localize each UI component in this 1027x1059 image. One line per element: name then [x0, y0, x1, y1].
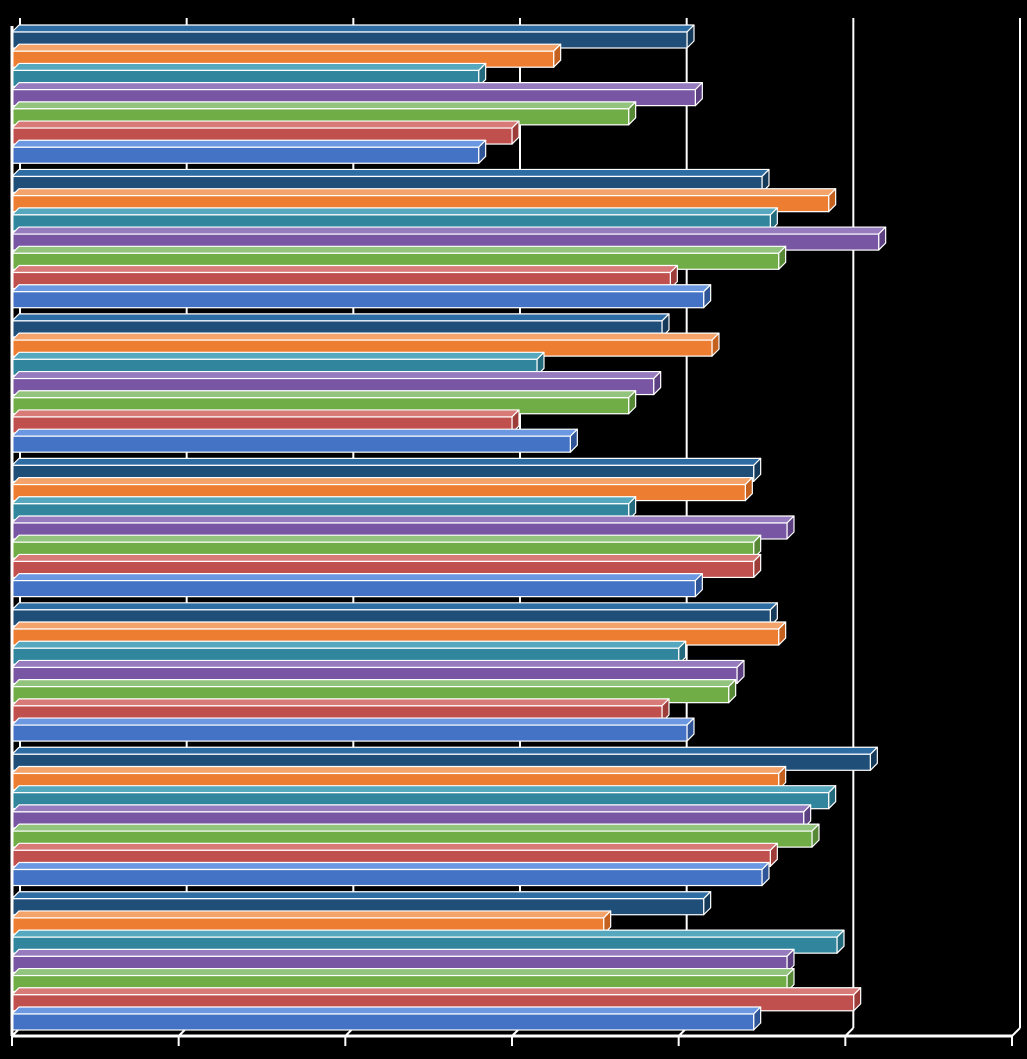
bar-top-face: [12, 554, 761, 561]
bar-top-face: [12, 535, 761, 542]
bar-top-face: [12, 314, 669, 321]
bar-top-face: [12, 25, 694, 32]
bar-top-face: [12, 246, 786, 253]
bar-top-face: [12, 969, 794, 976]
bar: [12, 436, 570, 452]
bar-top-face: [12, 699, 669, 706]
bar-group: [12, 747, 877, 885]
bar-top-face: [12, 718, 694, 725]
bar-top-face: [12, 121, 519, 128]
bar: [12, 1014, 754, 1030]
bar-top-face: [12, 949, 794, 956]
bar-top-face: [12, 680, 736, 687]
bar-group: [12, 458, 794, 596]
bar: [12, 581, 695, 597]
bar-top-face: [12, 63, 486, 70]
bar: [12, 147, 479, 163]
bar-top-face: [12, 285, 711, 292]
bar-top-face: [12, 747, 877, 754]
bar-top-face: [12, 372, 661, 379]
bar-top-face: [12, 429, 577, 436]
bar: [12, 292, 704, 308]
bar-top-face: [12, 333, 719, 340]
bar-top-face: [12, 786, 836, 793]
bar-top-face: [12, 83, 702, 90]
bar-top-face: [12, 227, 886, 234]
bar-top-face: [12, 189, 836, 196]
bar-top-face: [12, 863, 769, 870]
bar-group: [12, 603, 786, 741]
bar-top-face: [12, 1007, 761, 1014]
bar-top-face: [12, 892, 711, 899]
bar-top-face: [12, 911, 611, 918]
bar-top-face: [12, 660, 744, 667]
bar-top-face: [12, 102, 636, 109]
bar-top-face: [12, 805, 811, 812]
bar-top-face: [12, 843, 777, 850]
bar-top-face: [12, 641, 686, 648]
bar-top-face: [12, 603, 777, 610]
bar: [12, 870, 762, 886]
bar-top-face: [12, 169, 769, 176]
bar-top-face: [12, 458, 761, 465]
bar-top-face: [12, 352, 544, 359]
bar-top-face: [12, 930, 844, 937]
bar: [12, 725, 687, 741]
bar-top-face: [12, 574, 702, 581]
bar-top-face: [12, 478, 752, 485]
bar-top-face: [12, 988, 861, 995]
bar-top-face: [12, 622, 786, 629]
bar-top-face: [12, 516, 794, 523]
bar-top-face: [12, 140, 486, 147]
bar-top-face: [12, 44, 561, 51]
bar-top-face: [12, 208, 777, 215]
bar-top-face: [12, 766, 786, 773]
bar-top-face: [12, 824, 819, 831]
bar-top-face: [12, 410, 519, 417]
grouped-bar-chart: [0, 0, 1027, 1059]
bar-top-face: [12, 391, 636, 398]
bar-top-face: [12, 266, 677, 273]
bars: [12, 25, 886, 1030]
bar-top-face: [12, 497, 636, 504]
